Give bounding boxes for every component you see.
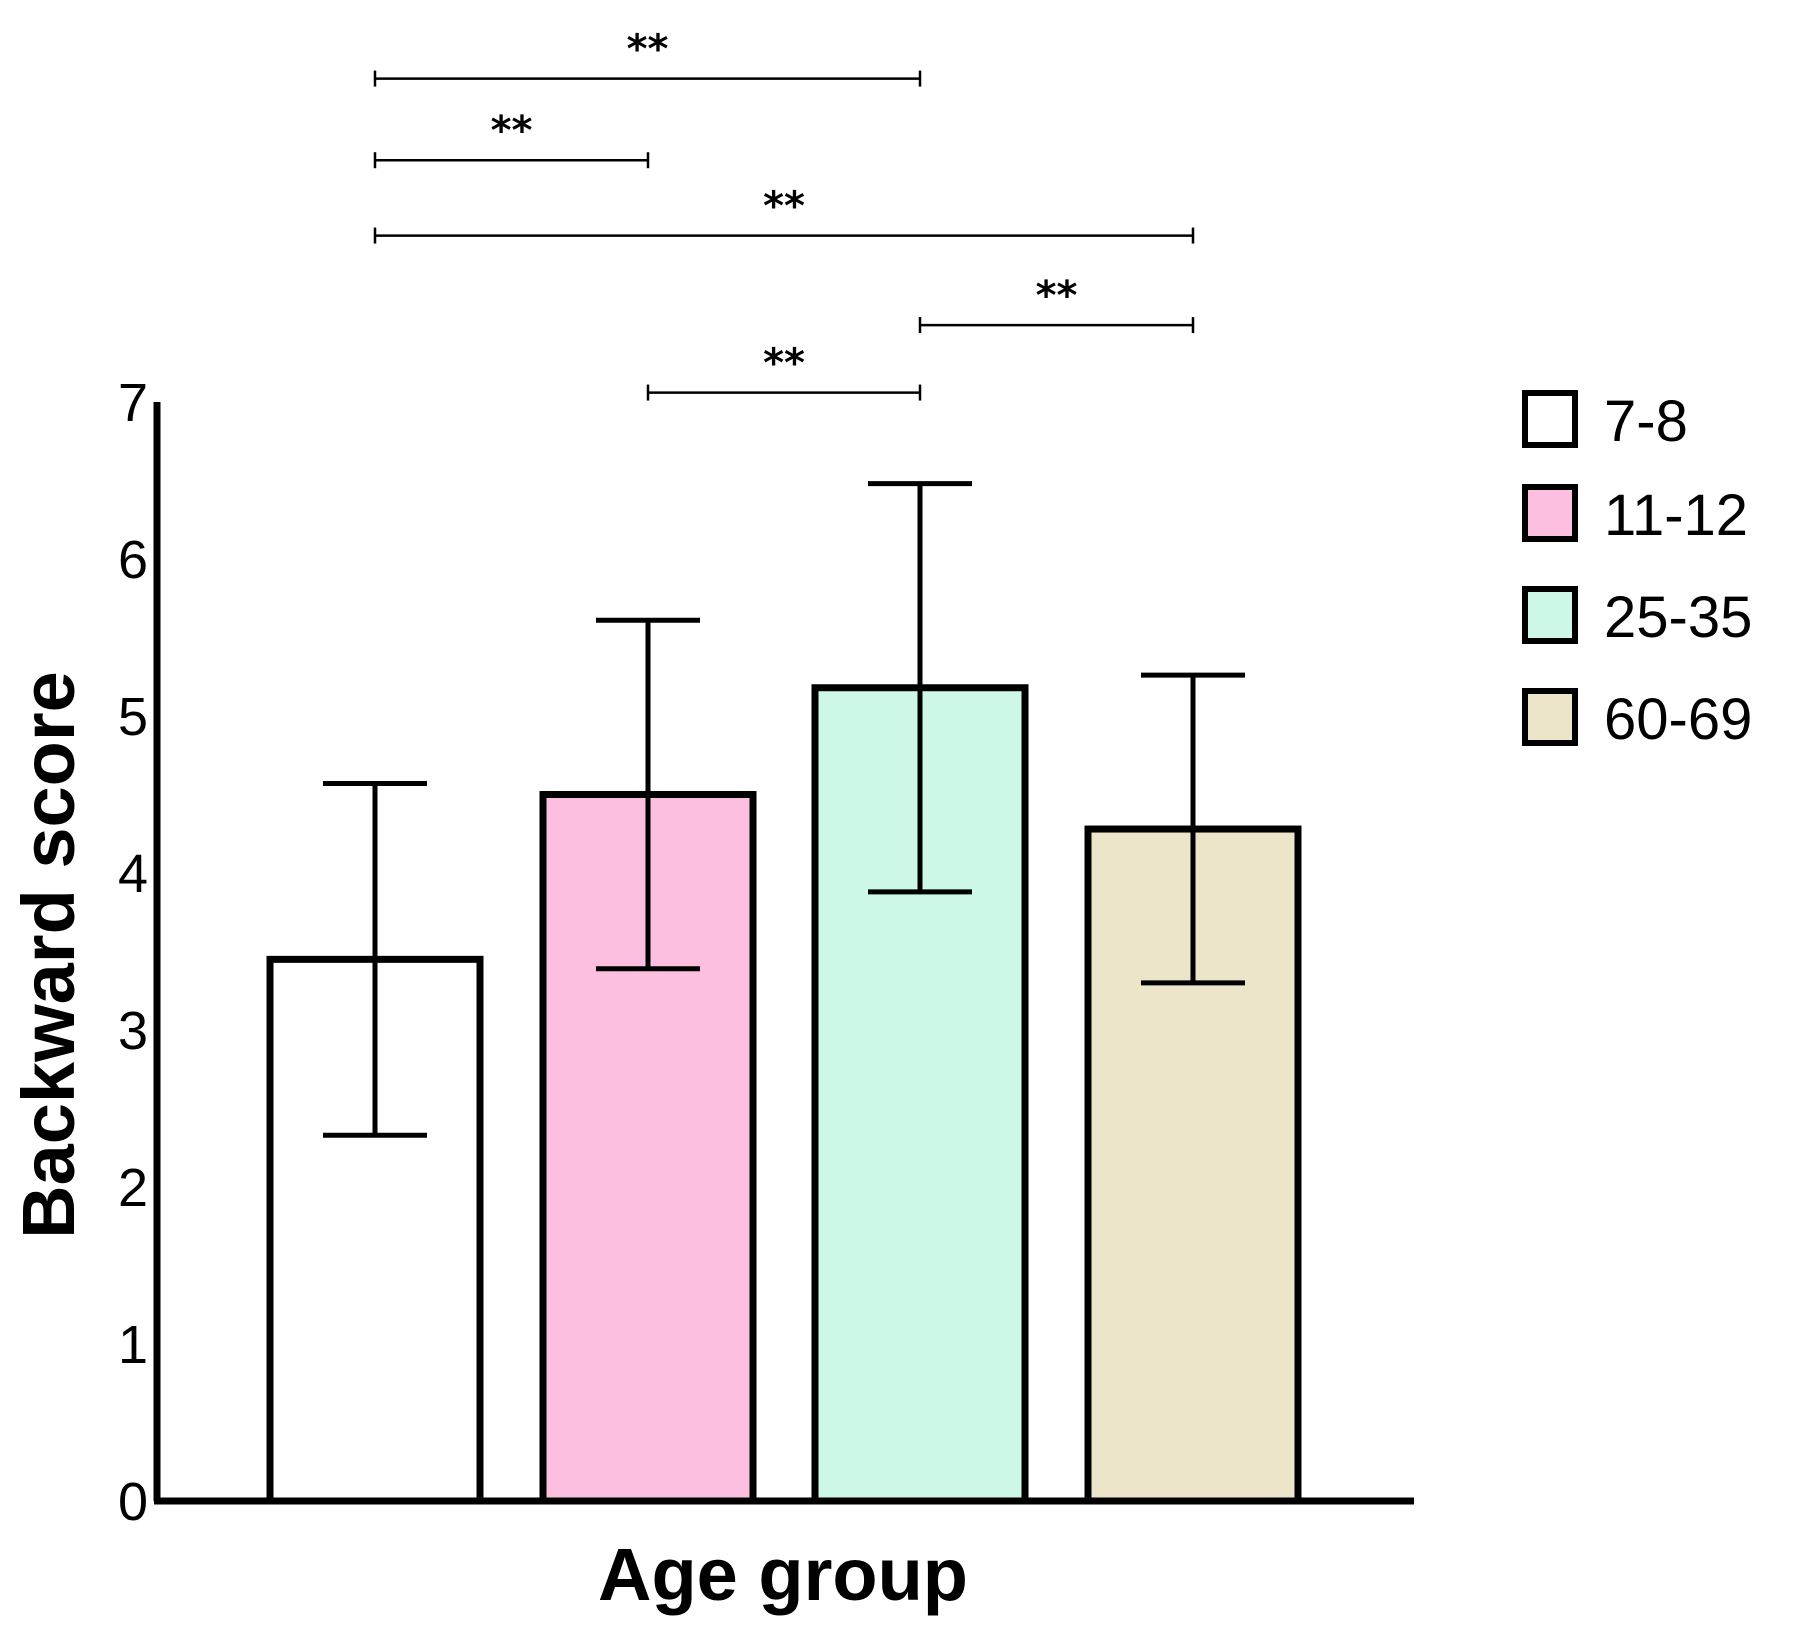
significance-brackets: ** ** ** ** ** xyxy=(373,27,1195,401)
x-axis-title: Age group xyxy=(598,1533,968,1616)
legend-label: 7-8 xyxy=(1604,389,1688,454)
y-tick-label: 7 xyxy=(118,373,148,433)
error-bars xyxy=(323,481,1245,1138)
y-tick-label: 0 xyxy=(118,1472,148,1532)
legend-swatch-7-8 xyxy=(1522,390,1578,448)
significance-label: ** xyxy=(1036,273,1078,319)
bars xyxy=(266,684,1302,1505)
y-tick-label: 4 xyxy=(118,844,148,904)
legend-swatch-60-69 xyxy=(1522,688,1578,746)
y-tick-label: 1 xyxy=(118,1315,148,1375)
y-ticks: 0 1 2 3 4 5 6 7 xyxy=(118,373,148,1532)
axes xyxy=(153,402,1414,1505)
y-tick-label: 5 xyxy=(118,687,148,747)
significance-label: ** xyxy=(763,184,805,230)
y-tick-label: 2 xyxy=(118,1158,148,1218)
legend-swatch-25-35 xyxy=(1522,586,1578,644)
y-tick-label: 3 xyxy=(118,1001,148,1061)
legend-swatch-11-12 xyxy=(1522,484,1578,542)
legend: 7-8 11-12 25-35 60-69 xyxy=(1522,389,1752,752)
legend-label: 11-12 xyxy=(1604,483,1748,548)
y-tick-label: 6 xyxy=(118,530,148,590)
legend-label: 25-35 xyxy=(1604,585,1752,650)
significance-label: ** xyxy=(763,341,805,387)
significance-label: ** xyxy=(627,27,669,73)
legend-label: 60-69 xyxy=(1604,687,1752,752)
significance-label: ** xyxy=(491,108,533,154)
y-axis-title: Backward score xyxy=(7,671,90,1239)
